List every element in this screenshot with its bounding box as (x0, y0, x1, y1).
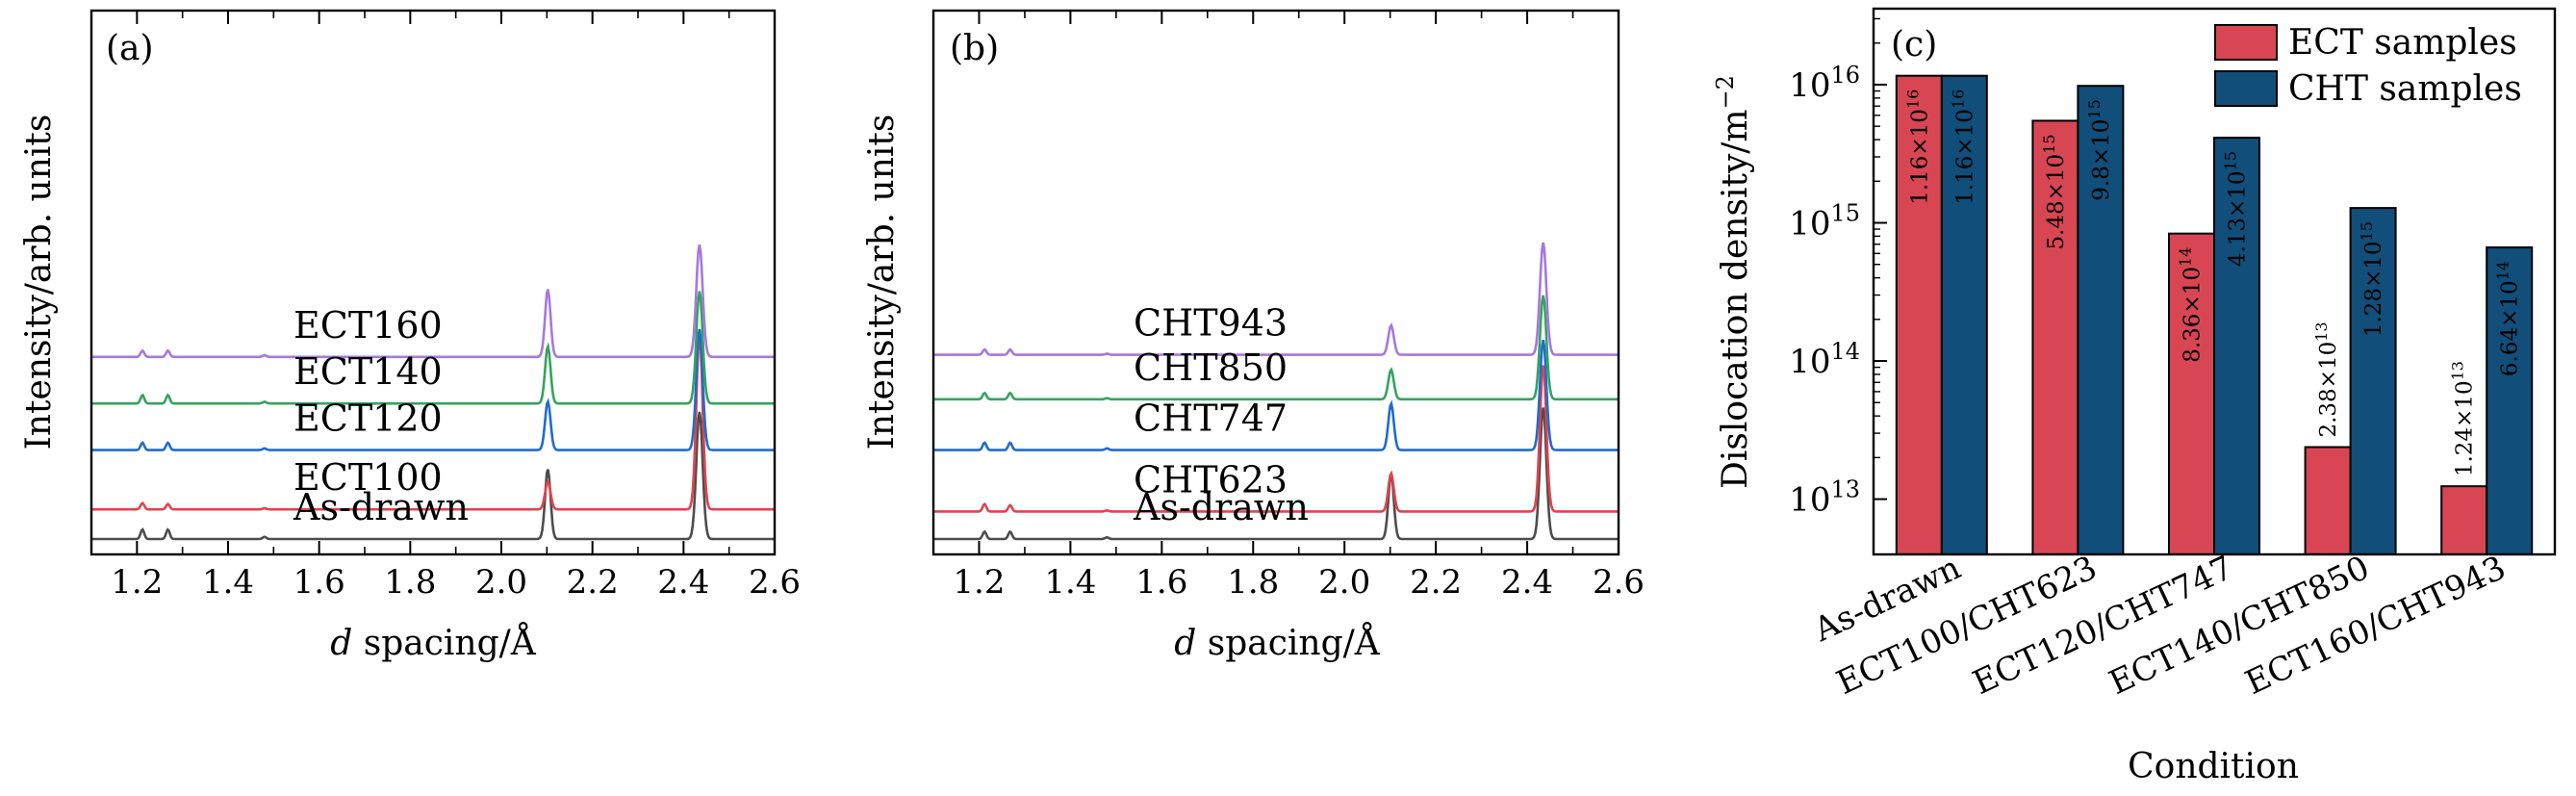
y-axis-title-b: Intensity/arb. units (862, 115, 902, 450)
trace-label-cht623: CHT623 (1134, 458, 1288, 501)
trace-ect140 (91, 291, 775, 405)
bar-ect-2 (2168, 232, 2215, 555)
bar-ect-4 (2440, 485, 2488, 555)
x-tick-label: 2.6 (1593, 563, 1645, 602)
y-tick-label: 1015 (1789, 199, 1860, 243)
trace-ect120 (91, 328, 775, 451)
x-axis-title-b-rest: spacing/Å (1196, 623, 1380, 663)
bar-ect-1 (2031, 119, 2079, 556)
plot-frame-a (89, 9, 777, 556)
bar-ect-0 (1895, 74, 1943, 556)
bar-value-label: 8.36×1014 (2176, 247, 2206, 363)
trace-ect100 (91, 335, 775, 511)
bar-value-label: 1.28×1015 (2358, 221, 2387, 337)
trace-cht747 (933, 339, 1619, 451)
trace-cht623 (933, 365, 1619, 513)
x-axis-title-b-italic: d (1174, 624, 1196, 663)
category-labels-c: As-drawnECT100/CHT623ECT120/CHT747ECT140… (1807, 549, 2512, 703)
panel-label-c: (c) (1891, 25, 1937, 64)
x-tick-label: 2.0 (1318, 563, 1370, 602)
bars-c (1895, 74, 2534, 556)
trace-label-as-drawn: As-drawn (1133, 486, 1309, 528)
y-axis-title-c-exp: −2 (1712, 75, 1739, 109)
legend-label-cht: CHT samples (2288, 69, 2522, 109)
x-axis-title-b: d spacing/Å (1174, 623, 1381, 663)
x-tick-label: 1.4 (202, 563, 254, 602)
x-tick-label: 2.2 (1410, 563, 1462, 602)
x-tick-label: 1.6 (293, 563, 345, 602)
bar-value-labels-c: 1.16×1016 1.16×1016 5.48×1015 9.8×1015 8.36×… (1903, 90, 2523, 476)
x-tick-label: 1.2 (111, 563, 163, 602)
bar-cht-1 (2077, 85, 2125, 556)
x-ticks-b: 1.2 1.4 1.6 1.8 2.0 2.2 2.4 2.6 (953, 11, 1645, 602)
bar-value-label: 4.13×1015 (2221, 151, 2251, 267)
x-tick-label: 2.6 (749, 563, 801, 602)
trace-label-cht850: CHT850 (1134, 347, 1288, 389)
y-tick-label: 1016 (1789, 62, 1860, 105)
bar-value-label: 9.8×1015 (2084, 99, 2114, 200)
bar-value-label: 1.16×1016 (1949, 90, 1978, 205)
legend-label-ect: ECT samples (2288, 23, 2517, 63)
plot-frame-b (931, 9, 1620, 556)
trace-cht943 (933, 242, 1619, 356)
x-axis-title-a: d spacing/Å (330, 623, 537, 663)
y-tick-label: 1014 (1789, 338, 1860, 381)
x-ticks-a: 1.2 1.4 1.6 1.8 2.0 2.2 2.4 2.6 (111, 11, 801, 602)
panel-c: 1013 1014 1015 1016 As-drawnECT100/CHT623EC… (1712, 7, 2557, 786)
plot-frame-c (1872, 7, 2557, 556)
bar-cht-3 (2349, 207, 2397, 556)
trace-ect160 (91, 244, 775, 359)
x-tick-label: 1.8 (1227, 563, 1279, 602)
y-axis-title-c: Dislocation density/m−2 (1712, 75, 1755, 489)
legend-swatch-cht (2214, 70, 2278, 107)
x-tick-label: 1.6 (1135, 563, 1187, 602)
trace-label-as-drawn: As-drawn (293, 486, 469, 528)
trace-label-ect140: ECT140 (293, 350, 443, 393)
y-axis-title-a: Intensity/arb. units (19, 115, 59, 450)
x-tick-label: 1.4 (1044, 563, 1096, 602)
x-tick-label: 1.2 (953, 563, 1005, 602)
panel-label-a: (a) (106, 29, 154, 68)
x-tick-label: 1.8 (384, 563, 436, 602)
bar-ect-3 (2304, 446, 2352, 555)
bar-cht-0 (1940, 74, 1988, 556)
y-tick-label: 1013 (1789, 476, 1860, 520)
x-tick-label: 2.2 (567, 563, 619, 602)
bar-cht-4 (2486, 246, 2534, 555)
x-axis-title-c: Condition (2128, 747, 2299, 786)
x-tick-label: 2.0 (475, 563, 527, 602)
y-axis-title-c-main: Dislocation density/m (1716, 109, 1755, 489)
trace-as-drawn (933, 407, 1619, 541)
bar-value-label: 2.38×1013 (2312, 321, 2342, 437)
traces-a (91, 244, 775, 541)
panel-label-b: (b) (950, 29, 999, 68)
bar-value-label: 1.24×1013 (2448, 361, 2478, 476)
trace-label-ect100: ECT100 (293, 456, 443, 499)
x-tick-label: 2.4 (657, 563, 709, 602)
trace-cht850 (933, 295, 1619, 401)
bar-value-label: 1.16×1016 (1903, 90, 1933, 205)
x-tick-label: 2.4 (1501, 563, 1553, 602)
x-axis-title-a-italic: d (330, 624, 352, 663)
trace-label-ect160: ECT160 (293, 304, 443, 347)
legend-c: ECT samples CHT samples (2214, 23, 2522, 109)
bar-value-label: 6.64×1014 (2493, 261, 2523, 376)
trace-as-drawn (91, 411, 775, 541)
y-ticks-c: 1013 1014 1015 1016 (1789, 17, 1887, 520)
bar-value-label: 5.48×1015 (2039, 134, 2069, 249)
traces-b (933, 242, 1619, 541)
legend-swatch-ect (2214, 24, 2278, 61)
trace-label-cht943: CHT943 (1134, 302, 1288, 345)
trace-label-cht747: CHT747 (1134, 398, 1288, 440)
trace-label-ect120: ECT120 (293, 398, 443, 440)
x-axis-title-a-rest: spacing/Å (352, 623, 536, 663)
